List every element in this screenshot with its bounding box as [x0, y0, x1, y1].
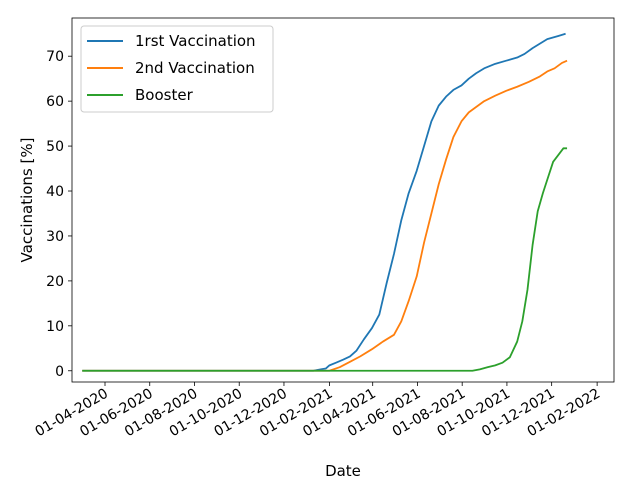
y-tick-label: 10 [46, 319, 64, 335]
plot-frame [71, 17, 615, 383]
legend: 1rst Vaccination 2nd Vaccination Booster [80, 25, 274, 113]
x-axis-label: Date [325, 462, 361, 480]
x-axis-ticks: 01-04-202001-06-202001-08-202001-10-2020… [33, 382, 603, 440]
y-axis-ticks: 0 10 20 30 40 50 60 70 [46, 49, 72, 380]
series-layer [82, 32, 568, 372]
series-line-3 [82, 147, 568, 372]
y-tick-label: 60 [46, 94, 64, 110]
y-tick-label: 50 [46, 139, 64, 155]
legend-label: 1rst Vaccination [135, 32, 256, 50]
y-tick-label: 30 [46, 229, 64, 245]
y-axis-label: Vaccinations [%] [18, 138, 36, 263]
y-tick-label: 40 [46, 184, 64, 200]
y-tick-label: 0 [55, 364, 64, 380]
series-line-1 [82, 32, 566, 372]
legend-box [80, 25, 274, 113]
series-line-2 [82, 59, 568, 372]
y-tick-label: 70 [46, 49, 64, 65]
legend-label: Booster [135, 86, 194, 104]
y-tick-label: 20 [46, 274, 64, 290]
legend-label: 2nd Vaccination [135, 59, 255, 77]
